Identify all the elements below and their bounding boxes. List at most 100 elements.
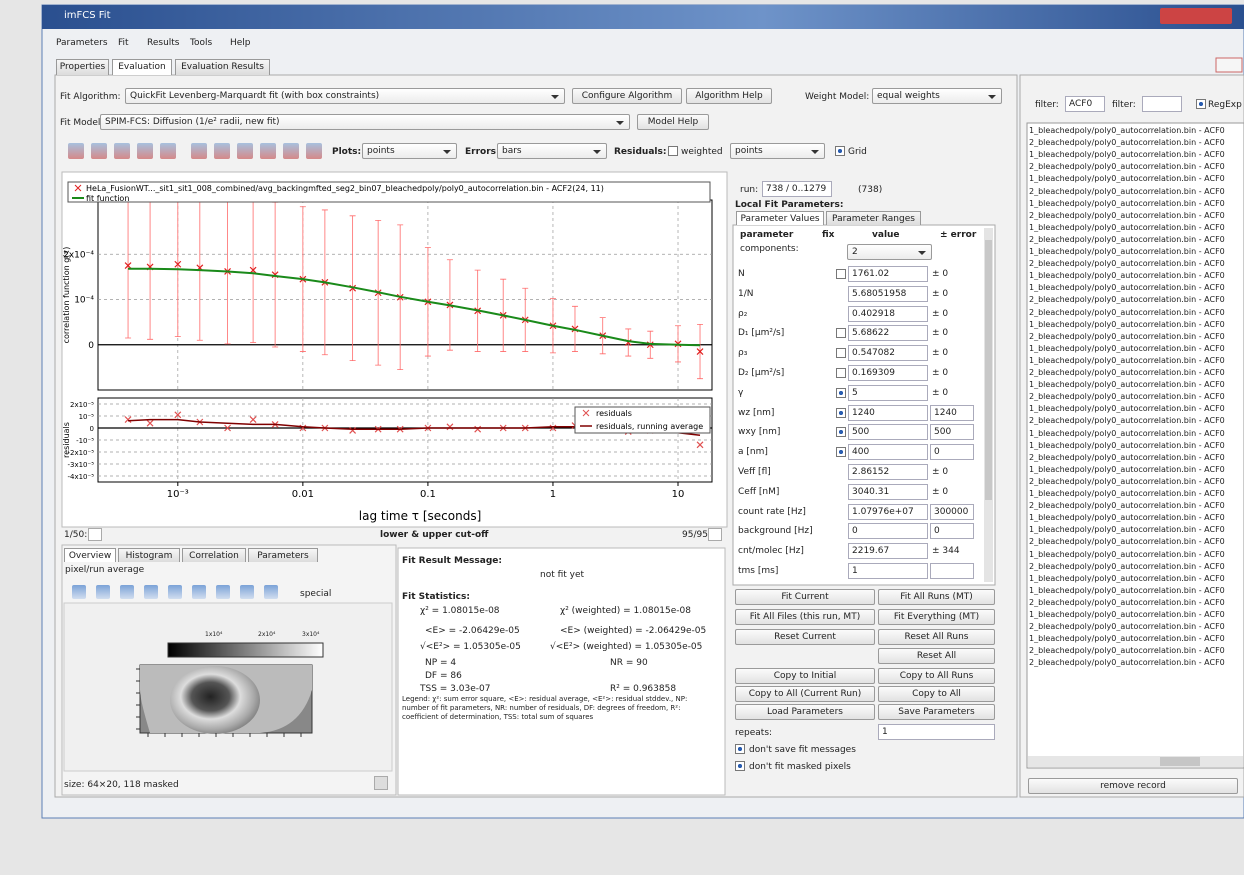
- file-list-hscroll[interactable]: [1028, 756, 1243, 767]
- file-item[interactable]: 2_bleachedpoly/poly0_autocorrelation.bin…: [1029, 622, 1243, 631]
- file-item[interactable]: 1_bleachedpoly/poly0_autocorrelation.bin…: [1029, 465, 1243, 474]
- action-button[interactable]: Fit Everything (MT): [878, 609, 995, 625]
- parameter-value[interactable]: 2.86152: [848, 464, 928, 480]
- tab[interactable]: Evaluation: [112, 59, 172, 75]
- checkbox[interactable]: [1196, 99, 1206, 109]
- checkbox[interactable]: [735, 744, 745, 754]
- toolbar-icon[interactable]: [240, 585, 254, 599]
- parameter-error[interactable]: 300000: [930, 504, 974, 520]
- toolbar-icon[interactable]: [260, 143, 276, 159]
- spin-box[interactable]: [708, 528, 722, 541]
- checkbox[interactable]: [668, 146, 678, 156]
- tab[interactable]: Parameters: [248, 548, 318, 562]
- parameter-error[interactable]: 0: [930, 523, 974, 539]
- toolbar-icon[interactable]: [214, 143, 230, 159]
- checkbox[interactable]: [835, 146, 845, 156]
- parameter-value[interactable]: 3040.31: [848, 484, 928, 500]
- file-item[interactable]: 1_bleachedpoly/poly0_autocorrelation.bin…: [1029, 356, 1243, 365]
- parameter-value[interactable]: 500: [848, 424, 928, 440]
- resize-grip[interactable]: [374, 776, 388, 790]
- tab[interactable]: Correlation: [182, 548, 246, 562]
- model-help-button[interactable]: Model Help: [637, 114, 709, 130]
- action-button[interactable]: Copy to All: [878, 686, 995, 702]
- file-item[interactable]: 2_bleachedpoly/poly0_autocorrelation.bin…: [1029, 187, 1243, 196]
- toolbar-icon[interactable]: [114, 143, 130, 159]
- menu-item[interactable]: Results: [147, 38, 180, 48]
- toolbar-icon[interactable]: [168, 585, 182, 599]
- spin-box[interactable]: [88, 528, 102, 541]
- toolbar-icon[interactable]: [68, 143, 84, 159]
- parameter-value[interactable]: 1: [848, 563, 928, 579]
- parameter-error[interactable]: 0: [930, 444, 974, 460]
- file-item[interactable]: 2_bleachedpoly/poly0_autocorrelation.bin…: [1029, 562, 1243, 571]
- file-item[interactable]: 1_bleachedpoly/poly0_autocorrelation.bin…: [1029, 489, 1243, 498]
- parameter-value[interactable]: 0.169309: [848, 365, 928, 381]
- tab[interactable]: Evaluation Results: [175, 59, 270, 75]
- filter-input[interactable]: [1142, 96, 1182, 112]
- toolbar-icon[interactable]: [283, 143, 299, 159]
- table-scrollbar-thumb[interactable]: [985, 240, 992, 500]
- weight-combo[interactable]: equal weights: [872, 88, 1002, 104]
- file-item[interactable]: 2_bleachedpoly/poly0_autocorrelation.bin…: [1029, 416, 1243, 425]
- action-button[interactable]: Copy to All (Current Run): [735, 686, 875, 702]
- file-item[interactable]: 1_bleachedpoly/poly0_autocorrelation.bin…: [1029, 320, 1243, 329]
- file-item[interactable]: 1_bleachedpoly/poly0_autocorrelation.bin…: [1029, 586, 1243, 595]
- configure-button[interactable]: Configure Algorithm: [572, 88, 682, 104]
- file-item[interactable]: 2_bleachedpoly/poly0_autocorrelation.bin…: [1029, 477, 1243, 486]
- checkbox[interactable]: [836, 388, 846, 398]
- toolbar-icon[interactable]: [264, 585, 278, 599]
- remove-record-button[interactable]: remove record: [1028, 778, 1238, 794]
- tab[interactable]: Overview: [64, 548, 116, 562]
- parameter-value[interactable]: 5.68051958: [848, 286, 928, 302]
- menu-item[interactable]: Fit: [118, 38, 129, 48]
- file-item[interactable]: 1_bleachedpoly/poly0_autocorrelation.bin…: [1029, 404, 1243, 413]
- file-item[interactable]: 1_bleachedpoly/poly0_autocorrelation.bin…: [1029, 380, 1243, 389]
- parameter-value[interactable]: 5: [848, 385, 928, 401]
- residuals-combo[interactable]: points: [730, 143, 825, 159]
- tab[interactable]: Properties: [56, 59, 109, 75]
- toolbar-icon[interactable]: [144, 585, 158, 599]
- file-item[interactable]: 1_bleachedpoly/poly0_autocorrelation.bin…: [1029, 525, 1243, 534]
- file-item[interactable]: 2_bleachedpoly/poly0_autocorrelation.bin…: [1029, 162, 1243, 171]
- toolbar-icon[interactable]: [192, 585, 206, 599]
- toolbar-icon[interactable]: [72, 585, 86, 599]
- file-item[interactable]: 1_bleachedpoly/poly0_autocorrelation.bin…: [1029, 634, 1243, 643]
- file-item[interactable]: 1_bleachedpoly/poly0_autocorrelation.bin…: [1029, 610, 1243, 619]
- file-item[interactable]: 1_bleachedpoly/poly0_autocorrelation.bin…: [1029, 271, 1243, 280]
- errors-combo[interactable]: bars: [497, 143, 607, 159]
- file-item[interactable]: 2_bleachedpoly/poly0_autocorrelation.bin…: [1029, 368, 1243, 377]
- action-button[interactable]: Fit All Files (this run, MT): [735, 609, 875, 625]
- file-item[interactable]: 2_bleachedpoly/poly0_autocorrelation.bin…: [1029, 501, 1243, 510]
- file-item[interactable]: 2_bleachedpoly/poly0_autocorrelation.bin…: [1029, 453, 1243, 462]
- file-list-hscroll-thumb[interactable]: [1160, 757, 1200, 766]
- plots-combo[interactable]: points: [362, 143, 457, 159]
- checkbox[interactable]: [836, 269, 846, 279]
- toolbar-icon[interactable]: [137, 143, 153, 159]
- file-item[interactable]: 1_bleachedpoly/poly0_autocorrelation.bin…: [1029, 283, 1243, 292]
- action-button[interactable]: Reset All: [878, 648, 995, 664]
- components-combo[interactable]: 2: [847, 244, 932, 260]
- parameter-value[interactable]: 2219.67: [848, 543, 928, 559]
- file-item[interactable]: 2_bleachedpoly/poly0_autocorrelation.bin…: [1029, 537, 1243, 546]
- toolbar-icon[interactable]: [160, 143, 176, 159]
- model-combo[interactable]: SPIM-FCS: Diffusion (1/e² radii, new fit…: [100, 114, 630, 130]
- file-item[interactable]: 2_bleachedpoly/poly0_autocorrelation.bin…: [1029, 295, 1243, 304]
- action-button[interactable]: Reset Current: [735, 629, 875, 645]
- checkbox[interactable]: [836, 328, 846, 338]
- parameter-value[interactable]: 1.07976e+07: [848, 504, 928, 520]
- file-item[interactable]: 2_bleachedpoly/poly0_autocorrelation.bin…: [1029, 235, 1243, 244]
- toolbar-icon[interactable]: [91, 143, 107, 159]
- parameter-value[interactable]: 0.402918: [848, 306, 928, 322]
- toolbar-icon[interactable]: [306, 143, 322, 159]
- parameter-value[interactable]: 0: [848, 523, 928, 539]
- action-button[interactable]: Save Parameters: [878, 704, 995, 720]
- file-item[interactable]: 2_bleachedpoly/poly0_autocorrelation.bin…: [1029, 332, 1243, 341]
- window-controls[interactable]: [1160, 8, 1232, 24]
- parameter-value[interactable]: 1240: [848, 405, 928, 421]
- file-item[interactable]: 1_bleachedpoly/poly0_autocorrelation.bin…: [1029, 344, 1243, 353]
- file-item[interactable]: 1_bleachedpoly/poly0_autocorrelation.bin…: [1029, 199, 1243, 208]
- toolbar-icon[interactable]: [96, 585, 110, 599]
- checkbox[interactable]: [836, 368, 846, 378]
- action-button[interactable]: Fit Current: [735, 589, 875, 605]
- file-item[interactable]: 1_bleachedpoly/poly0_autocorrelation.bin…: [1029, 574, 1243, 583]
